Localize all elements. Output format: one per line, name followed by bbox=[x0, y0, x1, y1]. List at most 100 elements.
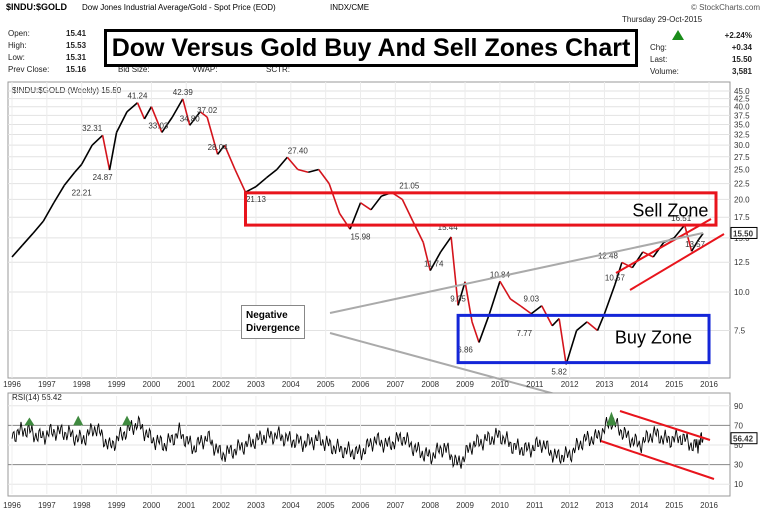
price-x-tick-label: 2002 bbox=[212, 380, 230, 389]
price-segment bbox=[509, 298, 522, 307]
price-segment bbox=[53, 185, 65, 204]
up-arrow-icon bbox=[672, 30, 684, 40]
price-segment bbox=[245, 185, 257, 193]
price-segment bbox=[450, 236, 459, 306]
price-segment bbox=[115, 111, 128, 133]
last-label: Last: bbox=[650, 55, 667, 64]
price-segment bbox=[586, 321, 599, 332]
price-x-tick-label: 2013 bbox=[596, 380, 614, 389]
price-point-label: 22.21 bbox=[72, 188, 93, 197]
chart-title-box: Dow Versus Gold Buy And Sell Zones Chart bbox=[104, 29, 638, 67]
rsi-overbought-area bbox=[122, 415, 133, 426]
rsi-x-tick-label: 2001 bbox=[177, 501, 195, 510]
price-point-label: 37.02 bbox=[197, 106, 218, 115]
rsi-x-tick-label: 2010 bbox=[491, 501, 509, 510]
price-point-label: 13.57 bbox=[685, 240, 706, 249]
price-segment bbox=[216, 144, 226, 155]
rsi-x-tick-label: 2002 bbox=[212, 501, 230, 510]
high-value: 15.53 bbox=[66, 41, 87, 50]
header-exchange: INDX/CME bbox=[330, 3, 369, 12]
price-segment bbox=[603, 284, 616, 315]
price-segment bbox=[11, 244, 24, 258]
low-value: 15.31 bbox=[66, 53, 87, 62]
price-segment bbox=[108, 132, 118, 171]
price-segment bbox=[255, 177, 267, 188]
price-segment bbox=[181, 98, 191, 126]
price-point-label: 34.80 bbox=[180, 114, 201, 123]
open-label: Open: bbox=[8, 29, 30, 38]
price-x-tick-label: 2015 bbox=[665, 380, 683, 389]
price-segment bbox=[101, 135, 111, 171]
price-y-tick-label: 12.5 bbox=[734, 258, 750, 267]
rsi-overbought-area bbox=[24, 417, 35, 426]
rsi-x-tick-label: 2000 bbox=[143, 501, 161, 510]
price-y-tick-label: 42.5 bbox=[734, 95, 750, 104]
watermark: © StockCharts.com bbox=[691, 3, 760, 12]
price-x-tick-label: 2004 bbox=[282, 380, 300, 389]
price-point-label: 21.13 bbox=[246, 195, 267, 204]
rsi-last-tag bbox=[730, 432, 758, 445]
sctr-label: SCTR: bbox=[266, 65, 290, 74]
buy-zone-box bbox=[456, 313, 711, 365]
price-segment bbox=[422, 242, 431, 271]
price-segment bbox=[308, 168, 319, 174]
price-segment bbox=[499, 280, 512, 300]
volume-value: 3,581 bbox=[732, 67, 753, 76]
divergence-line-price bbox=[329, 232, 704, 314]
price-point-label: 21.05 bbox=[399, 182, 420, 191]
price-segment bbox=[558, 318, 567, 365]
price-y-tick-label: 32.5 bbox=[734, 130, 750, 139]
price-point-label: 15.98 bbox=[350, 232, 371, 241]
divergence-annotation: Negative Divergence bbox=[241, 305, 305, 339]
price-x-tick-label: 2010 bbox=[491, 380, 509, 389]
price-point-label: 6.86 bbox=[457, 345, 473, 354]
price-point-label: 32.31 bbox=[82, 124, 103, 133]
prev-close-label: Prev Close: bbox=[8, 65, 49, 74]
rsi-channel-upper bbox=[619, 410, 711, 441]
price-point-label: 7.77 bbox=[517, 329, 533, 338]
price-segment bbox=[161, 116, 173, 133]
price-x-tick-label: 2016 bbox=[700, 380, 718, 389]
price-segment bbox=[318, 169, 330, 185]
price-x-tick-label: 2000 bbox=[143, 380, 161, 389]
price-point-label: 16.51 bbox=[671, 214, 692, 223]
rsi-panel-title: RSI(14) 56.42 bbox=[12, 393, 62, 402]
price-segment bbox=[21, 232, 34, 246]
price-segment bbox=[370, 195, 383, 211]
rsi-y-axis: 10 30 50 70 90 bbox=[734, 402, 743, 489]
price-segment bbox=[81, 144, 93, 165]
price-y-tick-label: 37.5 bbox=[734, 111, 750, 120]
price-series: 15.50 bbox=[11, 98, 758, 365]
price-y-tick-label: 7.5 bbox=[734, 327, 746, 336]
price-segment bbox=[440, 236, 452, 253]
price-segment bbox=[683, 224, 693, 252]
vwap-label: VWAP: bbox=[192, 65, 217, 74]
rsi-x-tick-label: 2008 bbox=[421, 501, 439, 510]
price-x-tick-label: 1999 bbox=[108, 380, 126, 389]
price-segment bbox=[234, 169, 247, 193]
rsi-x-tick-label: 1997 bbox=[38, 501, 56, 510]
price-point-label: 12.48 bbox=[598, 251, 619, 260]
price-segment bbox=[276, 156, 288, 171]
rsi-y-tick-label: 30 bbox=[734, 461, 743, 470]
price-x-tick-label: 1998 bbox=[73, 380, 91, 389]
price-segment bbox=[143, 106, 153, 120]
change-percent: +2.24% bbox=[725, 31, 752, 40]
price-segment bbox=[265, 168, 278, 179]
price-x-axis: 1996 1997 1998 1999 2000 2001 2002 2003 2004 2005… bbox=[3, 380, 718, 389]
rsi-x-tick-label: 2004 bbox=[282, 501, 300, 510]
price-y-tick-label: 20.0 bbox=[734, 195, 750, 204]
price-segment bbox=[74, 163, 83, 173]
rsi-x-tick-label: 1998 bbox=[73, 501, 91, 510]
price-point-label: 5.82 bbox=[551, 367, 567, 376]
rsi-channel-lower bbox=[600, 440, 715, 480]
rsi-x-tick-label: 1996 bbox=[3, 501, 21, 510]
price-point-label: 28.04 bbox=[208, 143, 229, 152]
rsi-y-tick-label: 10 bbox=[734, 480, 743, 489]
price-y-tick-label: 17.5 bbox=[734, 213, 750, 222]
price-segment bbox=[199, 111, 208, 118]
price-segment bbox=[429, 251, 442, 271]
chg-value: +0.34 bbox=[732, 43, 753, 52]
price-x-tick-label: 2012 bbox=[561, 380, 579, 389]
